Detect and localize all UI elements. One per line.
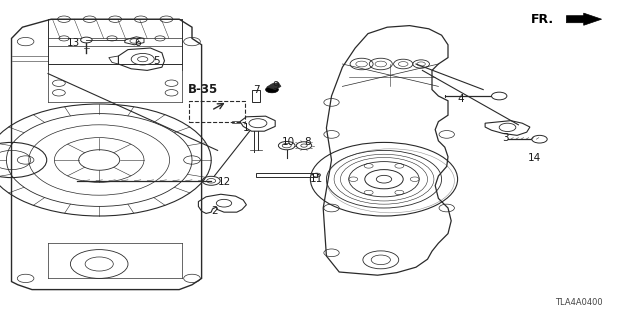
Text: 8: 8	[304, 137, 310, 148]
Text: 5: 5	[154, 56, 160, 66]
Text: 11: 11	[310, 174, 323, 184]
Text: 7: 7	[253, 84, 259, 95]
Text: 13: 13	[67, 38, 80, 48]
Text: 6: 6	[134, 38, 141, 48]
Circle shape	[266, 86, 278, 93]
Circle shape	[532, 135, 547, 143]
Text: 3: 3	[502, 132, 509, 143]
Bar	[252, 90, 260, 102]
Text: 10: 10	[282, 137, 294, 148]
Text: B-35: B-35	[188, 83, 218, 96]
FancyArrow shape	[566, 13, 602, 25]
Text: 2: 2	[211, 206, 218, 216]
Polygon shape	[267, 83, 281, 90]
Text: 9: 9	[272, 81, 278, 92]
Text: TLA4A0400: TLA4A0400	[556, 298, 603, 307]
Text: FR.: FR.	[531, 13, 554, 26]
Text: 1: 1	[243, 123, 250, 133]
Text: 12: 12	[218, 177, 230, 188]
Text: 14: 14	[528, 153, 541, 164]
Circle shape	[81, 37, 92, 43]
Text: 4: 4	[458, 94, 464, 104]
Circle shape	[492, 92, 507, 100]
Bar	[189, 101, 245, 122]
